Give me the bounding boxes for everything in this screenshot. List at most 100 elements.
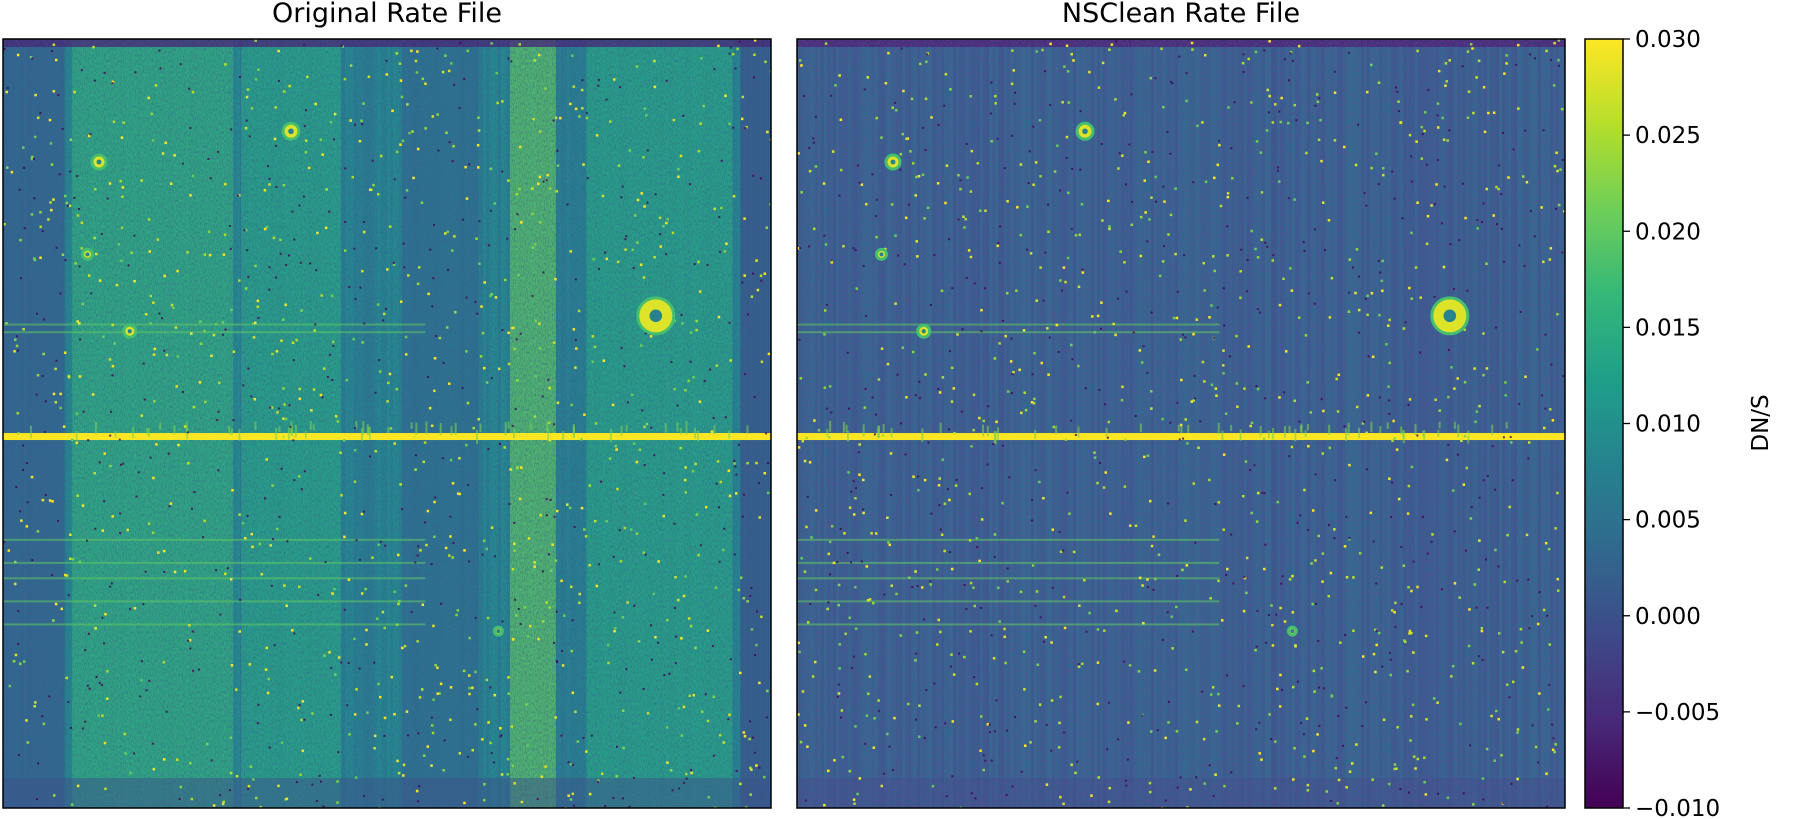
hot-pixel: [482, 798, 486, 802]
hot-pixel: [1137, 670, 1141, 673]
hot-pixel: [545, 601, 548, 604]
hot-pixel: [858, 777, 862, 780]
hot-pixel: [221, 802, 225, 806]
hot-pixel: [839, 118, 843, 121]
hot-pixel: [407, 274, 410, 277]
hot-pixel: [81, 302, 84, 306]
hot-pixel: [260, 572, 264, 576]
hot-pixel: [183, 569, 187, 573]
hot-pixel: [76, 784, 80, 788]
hot-pixel: [578, 601, 581, 605]
hot-pixel: [746, 461, 749, 465]
hot-pixel: [14, 338, 17, 341]
hot-pixel: [1536, 622, 1540, 626]
hot-pixel: [1456, 377, 1459, 380]
hot-pixel: [1402, 639, 1406, 642]
hot-pixel: [1140, 361, 1144, 364]
hot-pixel: [749, 766, 752, 770]
hot-pixel: [1239, 296, 1242, 300]
hot-pixel: [120, 259, 123, 263]
hot-pixel: [1090, 794, 1093, 797]
hot-pixel: [743, 734, 747, 738]
hot-pixel: [1096, 661, 1100, 664]
hot-pixel: [411, 130, 414, 133]
hot-pixel: [1268, 40, 1271, 43]
hot-pixel: [1201, 360, 1205, 364]
hot-pixel: [924, 97, 928, 101]
hot-pixel: [935, 568, 939, 571]
hot-pixel: [1035, 50, 1039, 53]
hot-pixel: [538, 322, 541, 325]
hot-pixel: [1121, 385, 1124, 389]
hot-pixel: [653, 59, 656, 63]
hot-pixel: [358, 139, 362, 143]
hot-pixel: [1186, 442, 1189, 445]
hot-pixel: [576, 740, 580, 743]
hot-pixel: [888, 543, 892, 547]
hot-pixel: [944, 201, 947, 205]
hot-pixel: [1146, 578, 1149, 581]
hot-pixel: [510, 326, 514, 330]
hot-pixel: [1289, 267, 1292, 270]
hot-pixel: [544, 765, 547, 768]
hot-pixel: [914, 659, 917, 662]
hot-pixel: [1426, 214, 1430, 218]
hot-pixel: [399, 483, 402, 486]
hot-pixel: [1146, 454, 1150, 457]
hot-pixel: [503, 446, 506, 449]
hot-pixel: [910, 97, 914, 101]
hot-pixel: [1378, 313, 1381, 317]
hot-pixel: [980, 518, 984, 521]
hot-pixel: [998, 342, 1001, 345]
hot-pixel: [548, 606, 551, 609]
hot-pixel: [814, 509, 818, 512]
hot-pixel: [360, 119, 363, 123]
hot-pixel: [301, 700, 305, 703]
hot-pixel: [1525, 533, 1529, 537]
hot-pixel: [975, 682, 979, 686]
hot-pixel: [1245, 556, 1249, 560]
hot-pixel: [424, 82, 427, 86]
hot-pixel: [282, 417, 285, 420]
hot-pixel: [449, 686, 453, 689]
hot-pixel: [941, 458, 944, 462]
hot-pixel: [379, 154, 383, 158]
hot-pixel: [1361, 422, 1365, 425]
hot-pixel: [203, 253, 207, 256]
hot-pixel: [895, 592, 898, 596]
hot-pixel: [377, 682, 380, 686]
hot-pixel: [1033, 351, 1036, 355]
hot-pixel: [1538, 692, 1541, 695]
colorbar-tick-label-4: 0.010: [1635, 412, 1701, 438]
hot-pixel: [1482, 86, 1486, 89]
hot-pixel: [276, 527, 279, 531]
hot-pixel: [205, 742, 209, 746]
hot-pixel: [13, 350, 16, 353]
hot-pixel: [907, 702, 910, 706]
hot-pixel: [1415, 140, 1418, 143]
hot-pixel: [375, 617, 379, 620]
hot-pixel: [1119, 250, 1122, 253]
hot-pixel: [1560, 107, 1564, 111]
hot-pixel: [602, 359, 606, 363]
hot-pixel: [1006, 200, 1009, 203]
hot-pixel: [1445, 458, 1449, 462]
hot-pixel: [468, 636, 471, 640]
hot-pixel: [511, 567, 515, 571]
hot-pixel: [1223, 784, 1226, 788]
hot-pixel: [1143, 179, 1147, 182]
hot-pixel: [1480, 626, 1484, 630]
hot-pixel: [1482, 332, 1485, 335]
hot-pixel: [306, 75, 309, 79]
hot-pixel: [659, 245, 662, 248]
hot-pixel: [1284, 350, 1288, 353]
hot-pixel: [175, 385, 178, 388]
hot-pixel: [331, 592, 334, 595]
hot-pixel: [1218, 143, 1221, 147]
hot-pixel: [76, 494, 79, 497]
hot-pixel: [559, 116, 562, 120]
hot-pixel: [917, 174, 921, 178]
hot-pixel: [1304, 334, 1308, 337]
hot-pixel: [1337, 373, 1341, 377]
hot-pixel: [687, 617, 691, 620]
